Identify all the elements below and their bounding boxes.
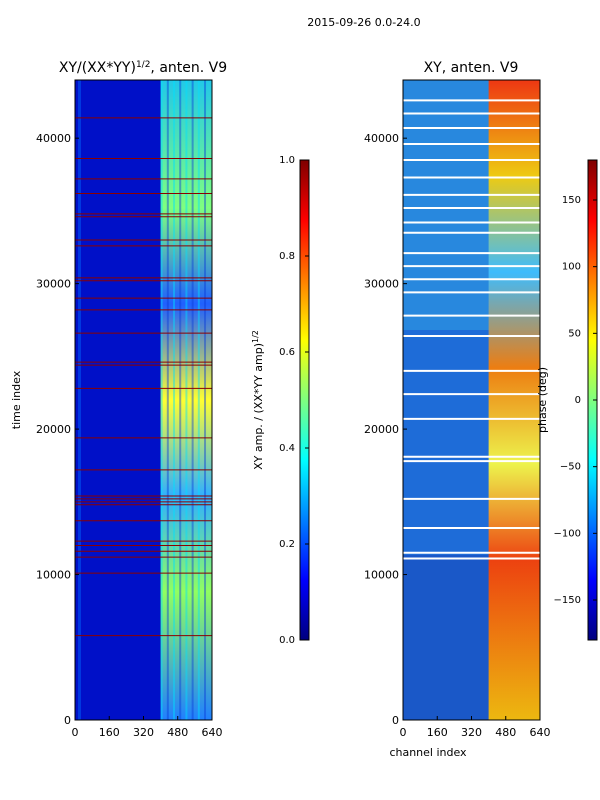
left-band-stripes: [160, 80, 207, 720]
x-tick-label: 0: [400, 726, 407, 739]
right-colorbar: 150 100 50 0 −50 −100 −150 phase (deg): [536, 159, 598, 641]
colorbar-tick-label: −100: [554, 528, 581, 539]
right-x-axis-label: channel index: [389, 746, 467, 759]
right-colorbar-ticks: 150 100 50 0 −50 −100 −150: [554, 195, 597, 606]
right-time-lines: [403, 99, 540, 560]
left-time-lines: [75, 117, 212, 637]
colorbar-tick-label: 1.0: [279, 155, 295, 166]
x-tick-label: 160: [99, 726, 120, 739]
x-tick-label: 320: [133, 726, 154, 739]
right-panel: XY, anten. V9 0 160 320 480 640 0 10000 20000 3…: [364, 60, 598, 759]
colorbar-tick-label: 0.2: [279, 539, 295, 550]
x-tick-label: 640: [202, 726, 223, 739]
left-title-suffix: , anten. V9: [150, 60, 227, 76]
colorbar-tick-label: −50: [560, 462, 581, 473]
band-stripe: [204, 80, 207, 720]
right-heatmap: [402, 79, 541, 721]
x-tick-label: 480: [167, 726, 188, 739]
x-tick-label: 640: [530, 726, 551, 739]
x-tick-label: 480: [495, 726, 516, 739]
left-heatmap: [74, 79, 213, 721]
colorbar-tick-label: 0.0: [279, 635, 295, 646]
right-y-ticks: 0 10000 20000 30000 40000: [364, 132, 407, 727]
y-tick-label: 20000: [364, 423, 399, 436]
y-tick-label: 0: [64, 714, 71, 727]
left-panel-title: XY/(XX*YY)1/2, anten. V9: [59, 60, 227, 76]
left-heatmap-bright-band: [160, 80, 212, 720]
x-tick-label: 0: [72, 726, 79, 739]
band-stripe: [185, 80, 188, 720]
y-tick-label: 40000: [364, 132, 399, 145]
figure-suptitle: 2015-09-26 0.0-24.0: [307, 16, 420, 29]
left-heatmap-edge-stripe: [78, 80, 81, 720]
band-stripe: [166, 80, 169, 720]
y-tick-label: 30000: [364, 278, 399, 291]
left-x-ticks: 0 160 320 480 640: [72, 716, 223, 739]
colorbar-tick-label: 100: [562, 262, 581, 273]
y-tick-label: 10000: [364, 569, 399, 582]
left-colorbar-label-main: XY amp. / (XX*YY amp): [252, 343, 265, 470]
left-colorbar-bar: [299, 159, 310, 641]
right-panel-title: XY, anten. V9: [424, 60, 519, 76]
left-y-ticks: 0 10000 20000 30000 40000: [36, 132, 79, 727]
band-stripe: [173, 80, 176, 720]
left-colorbar-label: XY amp. / (XX*YY amp)1/2: [251, 330, 266, 470]
right-heatmap-bright-band: [488, 80, 540, 720]
y-tick-label: 20000: [36, 423, 71, 436]
left-colorbar: 0.0 0.2 0.4 0.6 0.8 1.0 XY amp. / (XX*YY amp)…: [251, 155, 310, 646]
right-colorbar-label: phase (deg): [536, 367, 549, 433]
x-tick-label: 160: [427, 726, 448, 739]
right-x-ticks: 0 160 320 480 640: [400, 716, 551, 739]
x-tick-label: 320: [461, 726, 482, 739]
colorbar-tick-label: 0.4: [279, 443, 295, 454]
y-tick-label: 0: [392, 714, 399, 727]
colorbar-tick-label: 0: [575, 395, 581, 406]
y-tick-label: 30000: [36, 278, 71, 291]
colorbar-tick-label: 0.6: [279, 347, 295, 358]
colorbar-tick-label: 150: [562, 195, 581, 206]
colorbar-tick-label: 50: [568, 328, 581, 339]
colorbar-tick-label: 0.8: [279, 251, 295, 262]
colorbar-tick-label: −150: [554, 595, 581, 606]
y-tick-label: 10000: [36, 569, 71, 582]
y-tick-label: 40000: [36, 132, 71, 145]
left-colorbar-ticks: 0.0 0.2 0.4 0.6 0.8 1.0: [279, 155, 309, 646]
left-colorbar-label-exponent: 1/2: [251, 330, 260, 343]
left-title-exponent: 1/2: [136, 60, 150, 70]
left-panel: XY/(XX*YY)1/2, anten. V9 0 160 320 480 640 0…: [10, 60, 310, 739]
left-title-main: XY/(XX*YY): [59, 60, 136, 76]
left-y-axis-label: time index: [10, 370, 23, 429]
band-stripe: [179, 80, 182, 720]
band-stripe: [197, 80, 200, 720]
band-stripe: [160, 80, 163, 720]
band-stripe: [191, 80, 194, 720]
